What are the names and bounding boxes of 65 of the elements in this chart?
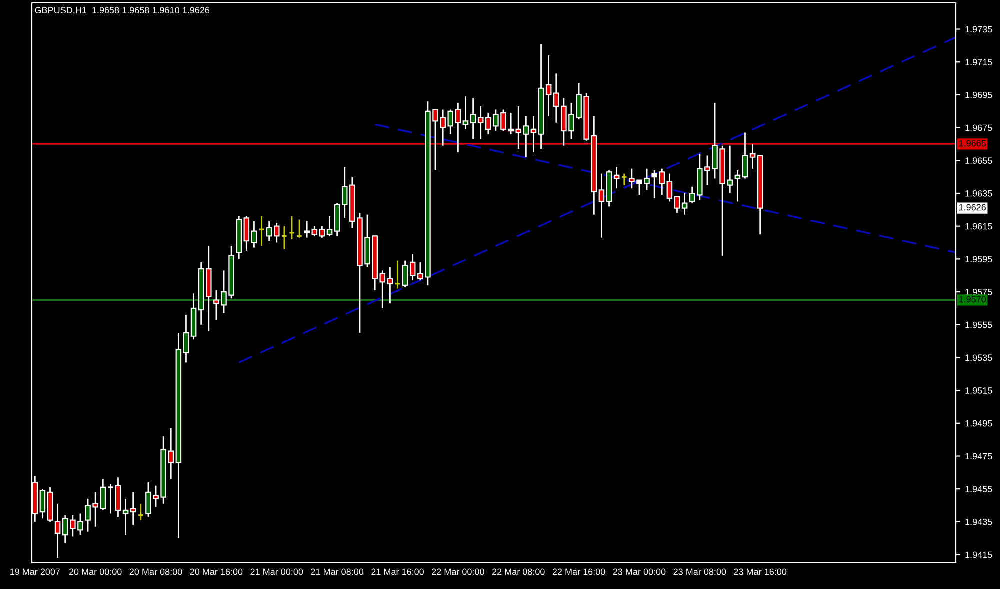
candlestick [523, 116, 530, 158]
candlestick [734, 170, 741, 202]
x-tick-label: 21 Mar 00:00 [250, 568, 304, 576]
y-tick-label: 1.9635 [966, 190, 992, 197]
ref-line-label: 1.9665 [959, 140, 986, 147]
x-tick-label: 22 Mar 08:00 [492, 568, 545, 576]
candlestick [326, 216, 333, 237]
y-tick-label: 1.9435 [966, 518, 992, 526]
candlestick [614, 166, 620, 190]
candlestick [266, 220, 272, 242]
y-tick-label: 1.9415 [966, 552, 992, 558]
x-tick-label: 23 Mar 08:00 [674, 568, 726, 576]
y-tick-label: 1.9715 [966, 59, 992, 66]
candlestick [598, 173, 605, 239]
x-tick-label: 21 Mar 16:00 [372, 568, 424, 576]
y-tick-label: 1.9495 [966, 420, 992, 427]
chart-title: GBPUSD,H1 1.9658 1.9658 1.9610 1.9626 [35, 7, 210, 15]
candlestick [244, 216, 250, 252]
x-tick-label: 20 Mar 08:00 [130, 568, 182, 576]
y-tick-label: 1.9675 [966, 124, 992, 132]
candlestick [130, 492, 136, 526]
candlestick [402, 260, 408, 288]
y-tick-label: 1.9515 [966, 388, 992, 394]
candlestick [40, 488, 46, 520]
y-tick-label: 1.9655 [966, 158, 992, 164]
candlestick [54, 503, 61, 559]
candlestick [251, 220, 258, 248]
x-tick-label: 23 Mar 16:00 [734, 568, 787, 576]
y-tick-label: 1.9615 [966, 223, 992, 230]
y-tick-label: 1.9735 [966, 26, 992, 33]
y-tick-label: 1.9475 [966, 453, 992, 460]
x-tick-label: 20 Mar 16:00 [190, 568, 243, 576]
candlestick [682, 192, 688, 216]
candlestick [470, 98, 476, 140]
y-tick-label: 1.9535 [966, 354, 992, 362]
candlestick [304, 220, 310, 239]
x-tick-label: 23 Mar 00:00 [613, 568, 666, 576]
y-tick-label: 1.9695 [966, 92, 992, 98]
y-tick-label: 1.9455 [966, 486, 992, 492]
candlestick [546, 54, 552, 118]
candlestick [281, 226, 288, 250]
candlestick [312, 226, 318, 237]
candlestick [478, 106, 484, 140]
ref-line-label: 1.9570 [959, 296, 986, 303]
x-tick-label: 21 Mar 08:00 [311, 568, 364, 576]
annotation: 1.9626 [959, 204, 986, 211]
candlestick [387, 266, 394, 304]
candlestick [674, 196, 680, 214]
x-tick-label: 22 Mar 00:00 [432, 568, 484, 576]
candlestick [621, 173, 628, 186]
x-tick-label: 20 Mar 00:00 [69, 568, 122, 576]
candlestick [122, 498, 129, 536]
x-tick-label: 19 Mar 2007 [10, 568, 60, 576]
candlestick [108, 483, 114, 514]
candlestick [288, 216, 296, 240]
candlestick [274, 222, 280, 244]
candlestick [296, 219, 303, 239]
candlestick [319, 226, 326, 239]
candlestick [666, 173, 673, 202]
y-tick-label: 1.9595 [966, 256, 992, 263]
candlestick [742, 132, 748, 180]
candlestick [183, 314, 190, 364]
candlestick [462, 96, 469, 130]
y-tick-label: 1.9555 [966, 322, 992, 328]
x-tick-label: 22 Mar 16:00 [552, 568, 606, 576]
